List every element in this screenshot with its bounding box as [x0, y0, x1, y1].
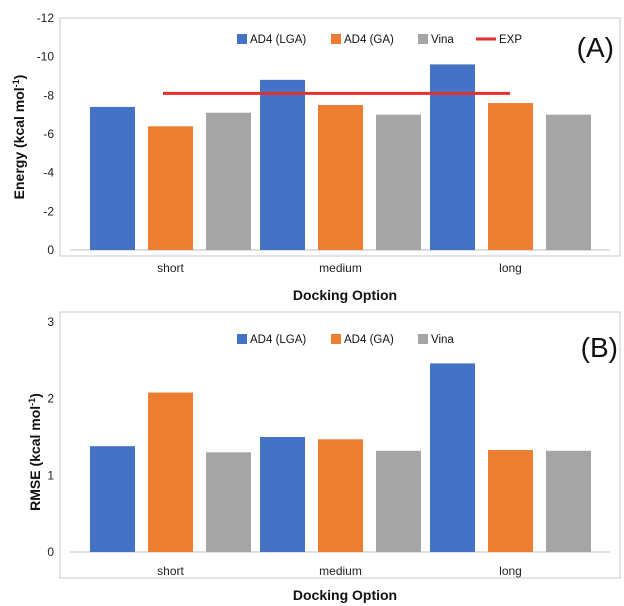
panel-a-x-tick-label: short: [157, 261, 184, 275]
panel-b-bar-long-2: [546, 450, 591, 552]
panel-b-legend-label: AD4 (GA): [344, 334, 394, 346]
panel-b-legend-label: Vina: [431, 334, 454, 346]
panel-b-y-tick-label: 1: [47, 468, 54, 482]
panel-a-x-axis-label: Docking Option: [293, 287, 397, 303]
panel-b-legend-swatch: [418, 334, 428, 344]
panel-b-legend-swatch: [331, 334, 341, 344]
panel-b-bar-medium-2: [376, 450, 421, 552]
panel-a-bar-long-2: [546, 114, 591, 251]
panel-b-legend-swatch: [237, 334, 247, 344]
panel-a-y-axis-label: Energy (kcal mol-1): [11, 75, 27, 200]
panel-b-x-axis-label: Docking Option: [293, 587, 397, 603]
panel-a-y-tick-label: -4: [43, 166, 54, 180]
panel-a-bar-medium-0: [260, 79, 305, 250]
panel-a-legend-label: AD4 (LGA): [250, 34, 306, 46]
panel-b-x-tick-label: medium: [319, 564, 362, 578]
panel-a-tag: (A): [577, 32, 614, 63]
panel-b-y-axis-label: RMSE (kcal mol-1): [27, 393, 43, 511]
panel-a-legend-swatch: [237, 34, 247, 44]
panel-b-bar-long-0: [430, 363, 475, 552]
panel-a-legend-label: Vina: [431, 34, 454, 46]
panel-a-legend-swatch: [418, 34, 428, 44]
panel-a-legend-swatch: [331, 34, 341, 44]
panel-a-x-tick-label: long: [499, 261, 522, 275]
panel-a-bar-short-2: [206, 112, 251, 250]
panel-b-x-tick-label: short: [157, 564, 184, 578]
panel-a-y-tick-label: -12: [37, 11, 55, 25]
panel-a-bar-long-1: [488, 103, 533, 250]
panel-b-bar-short-2: [206, 452, 251, 552]
panel-a-y-tick-label: -10: [37, 50, 55, 64]
panel-a-bar-medium-2: [376, 114, 421, 251]
panel-b-bar-medium-1: [318, 439, 363, 552]
panel-a-legend-label: EXP: [499, 34, 522, 46]
panel-a-plot-border: [59, 17, 621, 257]
panel-a-y-tick-label: -2: [43, 204, 54, 218]
panel-a-bar-long-0: [430, 64, 475, 251]
panel-a-y-tick-label: 0: [47, 243, 54, 257]
panel-a-y-tick-label: -6: [43, 127, 54, 141]
panel-b-tag: (B): [581, 332, 618, 363]
panel-b-legend-label: AD4 (LGA): [250, 334, 306, 346]
panel-b-bar-short-0: [90, 446, 135, 552]
panel-a-y-tick-label: -8: [43, 88, 54, 102]
panel-a-bar-short-1: [148, 126, 193, 250]
panel-a-legend-label: AD4 (GA): [344, 34, 394, 46]
panel-b-y-tick-label: 0: [47, 545, 54, 559]
panel-b-bar-long-1: [488, 450, 533, 552]
panel-a-bar-short-0: [90, 106, 135, 250]
panel-b-bar-short-1: [148, 392, 193, 552]
panel-a-x-tick-label: medium: [319, 261, 362, 275]
panel-b-y-tick-label: 2: [47, 392, 54, 406]
panel-b-plot-border: [59, 311, 621, 579]
panel-b-x-tick-label: long: [499, 564, 522, 578]
panel-b-bar-medium-0: [260, 437, 305, 552]
panel-b-y-tick-label: 3: [47, 315, 54, 329]
panel-b: (B) RMSE (kcal mol-1) Docking Option 0 1 2…: [27, 311, 621, 603]
panel-a: (A) Energy (kcal mol-1) Docking Option 0…: [11, 11, 621, 303]
panel-a-bar-medium-1: [318, 105, 363, 250]
